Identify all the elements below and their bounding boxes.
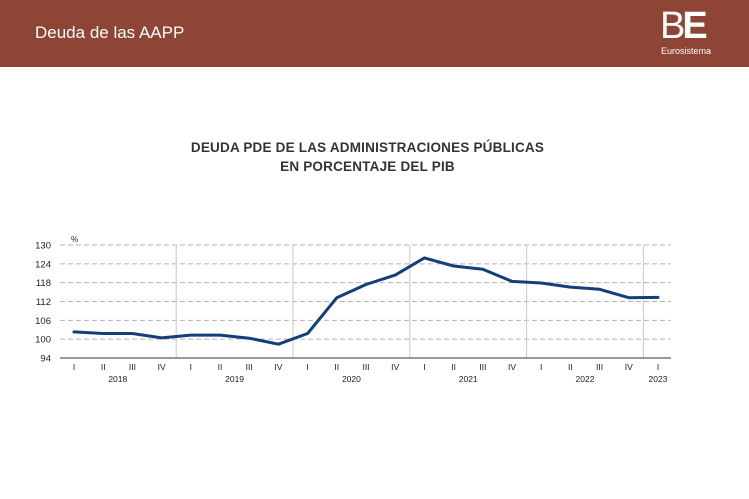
x-tick-label: IV: [274, 362, 282, 372]
logo-mark: BE: [660, 5, 708, 47]
logo-mark-e: E: [682, 5, 707, 47]
x-tick-label: III: [479, 362, 486, 372]
y-tick-label: 130: [35, 241, 51, 252]
x-year-label: 2018: [108, 374, 127, 384]
y-tick-label: 112: [36, 297, 51, 308]
y-unit-label: %: [71, 235, 78, 244]
x-tick-label: III: [246, 362, 253, 372]
x-tick-label: I: [540, 362, 542, 372]
y-tick-label: 118: [36, 278, 51, 289]
banco-espana-logo: BE Eurosistema: [660, 6, 730, 58]
x-tick-label: IV: [158, 362, 166, 372]
y-tick-label: 94: [40, 354, 51, 365]
y-tick-label: 124: [35, 259, 51, 270]
x-year-label: 2019: [225, 374, 244, 384]
x-tick-label: I: [190, 362, 192, 372]
x-tick-label: I: [657, 362, 659, 372]
x-tick-label: I: [423, 362, 425, 372]
logo-subtitle: Eurosistema: [661, 46, 712, 56]
x-tick-label: IV: [625, 362, 633, 372]
x-tick-label: II: [101, 362, 106, 372]
x-tick-label: III: [596, 362, 603, 372]
x-tick-label: II: [451, 362, 456, 372]
chart-title-line2: EN PORCENTAJE DEL PIB: [280, 159, 455, 174]
series-line: [72, 256, 660, 346]
x-year-label: 2020: [342, 374, 361, 384]
y-tick-label: 106: [35, 316, 51, 327]
x-year-label: 2022: [576, 374, 595, 384]
x-year-label: 2023: [649, 374, 668, 384]
x-tick-label: I: [306, 362, 308, 372]
x-tick-label: I: [73, 362, 75, 372]
x-tick-label: II: [218, 362, 223, 372]
x-year-label: 2021: [459, 374, 478, 384]
x-tick-label: IV: [391, 362, 399, 372]
y-tick-label: 100: [35, 335, 51, 346]
x-tick-label: III: [362, 362, 369, 372]
x-tick-label: III: [129, 362, 136, 372]
page-title: Deuda de las AAPP: [35, 23, 185, 42]
x-tick-label: II: [334, 362, 339, 372]
x-tick-label: II: [568, 362, 573, 372]
header-bar: Deuda de las AAPP BE Eurosistema: [0, 0, 749, 67]
x-tick-label: IV: [508, 362, 516, 372]
chart-title-line1: DEUDA PDE DE LAS ADMINISTRACIONES PÚBLIC…: [190, 140, 545, 155]
chart-title: DEUDA PDE DE LAS ADMINISTRACIONES PÚBLIC…: [0, 138, 735, 176]
logo-mark-b: B: [660, 5, 685, 47]
